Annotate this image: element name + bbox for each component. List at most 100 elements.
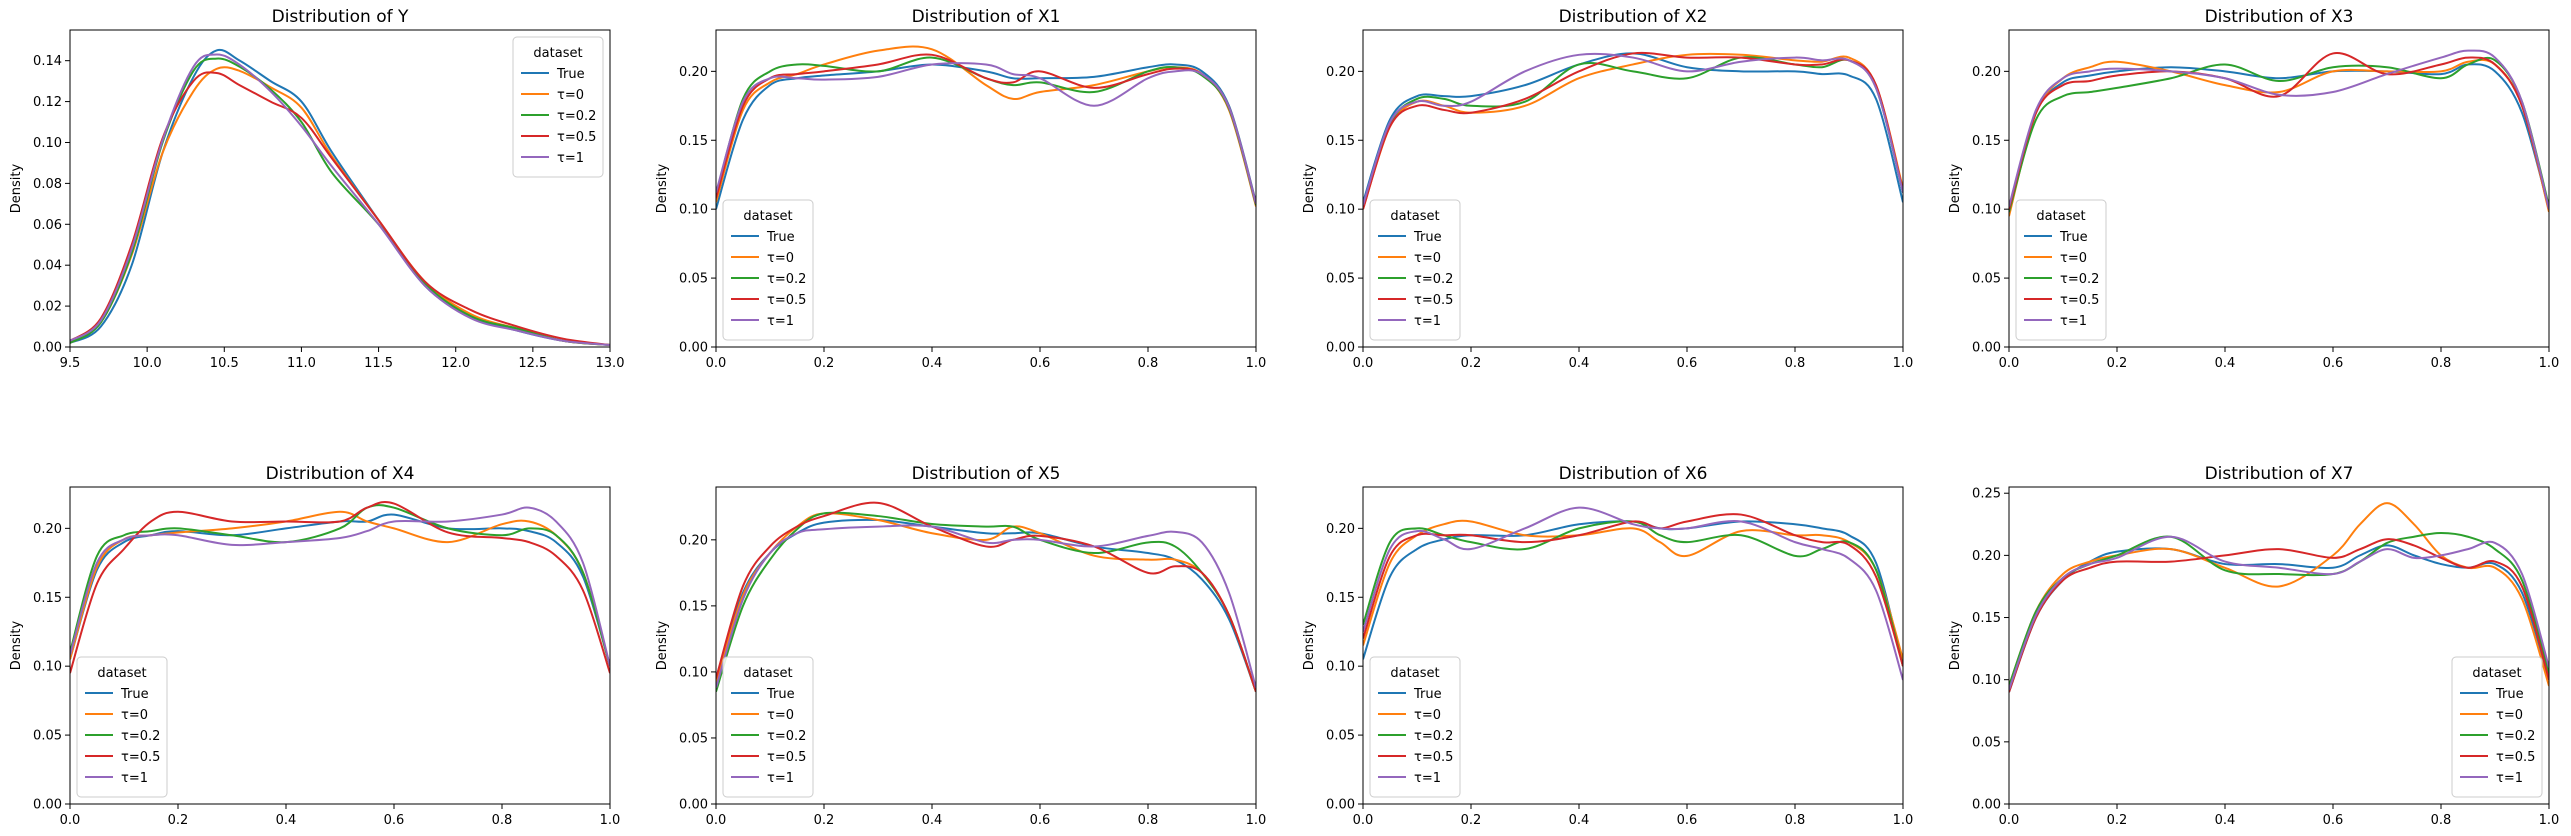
y-tick-label: 0.20 [1972, 65, 2001, 80]
legend-entry: τ=0.2 [767, 272, 806, 287]
x-tick-label: 1.0 [600, 813, 621, 828]
y-axis-label: Density [655, 163, 670, 213]
y-tick-label: 0.20 [1326, 522, 1355, 537]
series-line-true [2009, 63, 2549, 210]
x-tick-label: 1.0 [1246, 813, 1267, 828]
x-tick-label: 0.6 [384, 813, 405, 828]
legend-entry: True [2495, 687, 2524, 702]
x-tick-label: 0.8 [2431, 356, 2452, 371]
y-tick-label: 0.05 [679, 731, 708, 746]
y-tick-label: 0.10 [33, 660, 62, 675]
series-lines [716, 45, 1256, 210]
legend-entry: τ=0.2 [1414, 729, 1453, 744]
panel-x1: Distribution of X1 Density 0.0 0.2 0.4 0.6 0.8… [655, 7, 1266, 371]
y-tick-label: 0.00 [679, 798, 708, 813]
y-axis-label: Density [9, 620, 24, 670]
legend-entry: τ=0.5 [767, 293, 806, 308]
legend-entry: τ=0 [1414, 251, 1441, 266]
y-tick-label: 0.05 [1326, 729, 1355, 744]
legend-entry: τ=0.5 [121, 750, 160, 765]
legend-entry: τ=1 [767, 314, 794, 329]
x-tick-label: 11.5 [364, 356, 393, 371]
x-tick-label: 0.4 [922, 356, 943, 371]
legend-entry: True [766, 687, 795, 702]
series-line-tau-1 [716, 62, 1256, 204]
legend-title: dataset [1390, 209, 1439, 224]
x-tick-label: 12.0 [441, 356, 470, 371]
series-line-true [1363, 52, 1903, 203]
y-tick-label: 0.15 [679, 599, 708, 614]
series-lines [1363, 51, 1903, 210]
legend: dataset True τ=0 τ=0.2 τ=0.5 τ=1 [2015, 199, 2107, 341]
series-line-tau-0 [716, 512, 1256, 693]
series-line-tau-0 [1363, 52, 1903, 210]
series-line-tau-0_2 [70, 504, 610, 667]
series-line-tau-0 [2009, 58, 2549, 217]
y-axis-label: Density [9, 163, 24, 213]
series-line-tau-0_5 [1363, 51, 1903, 210]
legend: dataset True τ=0 τ=0.2 τ=0.5 τ=1 [722, 199, 814, 341]
series-line-tau-0_5 [70, 501, 610, 674]
legend-entry: True [1413, 230, 1442, 245]
legend-entry: τ=1 [767, 771, 794, 786]
legend-entry: τ=0.5 [2060, 293, 2099, 308]
legend-entry: True [2059, 230, 2088, 245]
series-line-tau-0_2 [716, 56, 1256, 206]
legend-entry: τ=1 [121, 771, 148, 786]
legend-entry: True [556, 67, 585, 82]
y-tick-label: 0.20 [1972, 549, 2001, 564]
legend: dataset True τ=0 τ=0.2 τ=0.5 τ=1 [512, 36, 604, 178]
y-tick-label: 0.20 [33, 522, 62, 537]
y-tick-label: 0.05 [679, 272, 708, 287]
y-tick-label: 0.00 [1972, 341, 2001, 356]
legend-entry: τ=1 [1414, 771, 1441, 786]
series-line-tau-1 [2009, 535, 2549, 690]
y-tick-label: 0.10 [1972, 673, 2001, 688]
y-tick-label: 0.14 [33, 54, 62, 69]
y-tick-label: 0.25 [1972, 487, 2001, 502]
y-tick-label: 0.15 [1326, 134, 1355, 149]
series-line-tau-0 [2009, 502, 2549, 687]
panel-title: Distribution of X4 [266, 464, 415, 484]
y-axis-label: Density [1948, 620, 1963, 670]
legend-entry: τ=0.2 [767, 729, 806, 744]
x-tick-label: 0.4 [2215, 813, 2236, 828]
y-tick-label: 0.00 [33, 798, 62, 813]
legend: dataset True τ=0 τ=0.2 τ=0.5 τ=1 [1369, 199, 1461, 341]
legend-title: dataset [1390, 666, 1439, 681]
legend: dataset True τ=0 τ=0.2 τ=0.5 τ=1 [722, 656, 814, 798]
y-tick-label: 0.04 [33, 259, 62, 274]
series-line-tau-0_2 [1363, 56, 1903, 207]
x-tick-label: 0.0 [706, 356, 727, 371]
x-tick-label: 10.5 [210, 356, 239, 371]
legend-entry: τ=0.5 [767, 750, 806, 765]
y-axis-label: Density [1302, 620, 1317, 670]
y-tick-label: 0.15 [1972, 611, 2001, 626]
series-line-tau-0_5 [716, 501, 1256, 693]
axes-frame [69, 486, 611, 805]
x-tick-label: 1.0 [1893, 813, 1914, 828]
y-tick-label: 0.05 [1326, 272, 1355, 287]
x-tick-label: 1.0 [2539, 813, 2560, 828]
panel-title: Distribution of X1 [912, 7, 1061, 27]
series-line-tau-1 [1363, 506, 1903, 681]
legend-entry: True [120, 687, 149, 702]
x-tick-label: 0.8 [1138, 813, 1159, 828]
legend-entry: True [766, 230, 795, 245]
x-tick-label: 0.2 [1461, 813, 1482, 828]
legend-entry: τ=0.5 [557, 130, 596, 145]
legend-entry: τ=0 [557, 88, 584, 103]
legend-entry: τ=0 [1414, 708, 1441, 723]
y-tick-label: 0.10 [679, 203, 708, 218]
y-tick-label: 0.05 [33, 729, 62, 744]
legend-title: dataset [533, 46, 582, 61]
legend-entry: τ=0 [2496, 708, 2523, 723]
series-line-tau-0 [70, 66, 610, 346]
y-axis-label: Density [1948, 163, 1963, 213]
x-tick-label: 0.4 [1569, 813, 1590, 828]
x-tick-label: 0.0 [60, 813, 81, 828]
axes-frame [69, 29, 611, 348]
series-line-tau-1 [1363, 52, 1903, 206]
x-tick-label: 11.0 [287, 356, 316, 371]
